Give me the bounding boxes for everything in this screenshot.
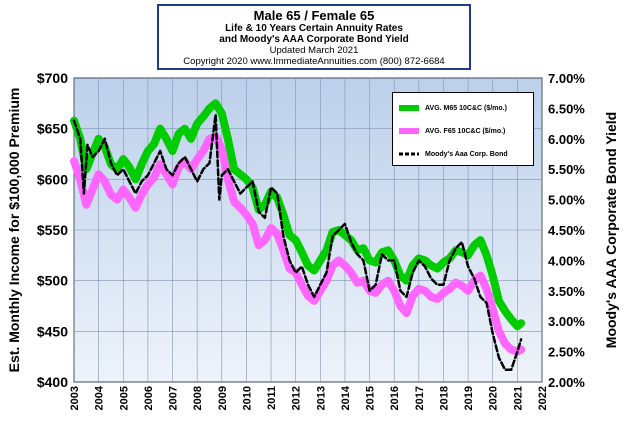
legend-label-moodys: Moody's Aaa Corp. Bond xyxy=(425,150,508,158)
legend-item-moodys: Moody's Aaa Corp. Bond xyxy=(399,148,508,160)
x-tick-label: 2015 xyxy=(365,386,377,410)
x-tick-label: 2006 xyxy=(143,386,155,410)
y-tick-label: $450 xyxy=(37,323,68,339)
legend-item-f65: AVG. F65 10C&C ($/mo.) xyxy=(399,125,505,137)
y-tick-label: $700 xyxy=(37,70,68,86)
series-line-f65 xyxy=(70,132,526,356)
chart-title: Male 65 / Female 65 xyxy=(253,8,375,23)
legend-label-f65: AVG. F65 10C&C ($/mo.) xyxy=(425,127,506,135)
y-tick-label: $400 xyxy=(37,374,68,390)
legend-label-m65: AVG. M65 10C&C ($/mo.) xyxy=(425,104,507,112)
x-tick-label: 2021 xyxy=(512,386,524,410)
y-tick-label: $650 xyxy=(37,121,68,137)
y-axis-label: Est. Monthly Income for $100,000 Premium xyxy=(6,88,22,373)
x-tick-label: 2011 xyxy=(266,386,278,410)
y2-tick-label: 5.00% xyxy=(548,193,585,208)
chart-subtitle-1: Life & 10 Years Certain Annuity Rates xyxy=(225,23,403,34)
series-line-m65 xyxy=(70,99,526,331)
y2-tick-label: 4.00% xyxy=(548,253,585,268)
chart-title-box: Male 65 / Female 65 Life & 10 Years Cert… xyxy=(157,4,471,70)
y2-tick-label: 2.00% xyxy=(548,375,585,390)
x-tick-label: 2013 xyxy=(315,386,327,410)
y2-tick-label: 2.50% xyxy=(548,345,585,360)
y-tick-label: $500 xyxy=(37,273,68,289)
x-tick-label: 2009 xyxy=(217,386,229,410)
updated-date: Updated March 2021 xyxy=(269,45,359,56)
x-axis-ticks: 2003 2004 2005 2006 2007 2008 2009 2010 2011 2012… xyxy=(69,385,549,410)
y2-tick-label: 6.50% xyxy=(548,101,585,116)
x-tick-label: 2010 xyxy=(241,386,253,410)
y-tick-label: $600 xyxy=(37,171,68,187)
y2-axis-label: Moody's AAA Corporate Bond Yield xyxy=(603,112,619,348)
chart-legend: AVG. M65 10C&C ($/mo.) AVG. F65 10C&C ($… xyxy=(392,92,534,166)
right-axis-ticks: 2.00% 2.50% 3.00% 3.50% 4.00% 4.50% 5.00% 5.50%… xyxy=(548,71,585,390)
x-tick-label: 2017 xyxy=(414,386,426,410)
legend-swatch-f65 xyxy=(399,128,419,134)
y2-tick-label: 7.00% xyxy=(548,71,585,86)
x-tick-label: 2022 xyxy=(537,386,549,410)
y2-tick-label: 4.50% xyxy=(548,223,585,238)
legend-item-m65: AVG. M65 10C&C ($/mo.) xyxy=(399,102,507,114)
x-tick-label: 2005 xyxy=(118,386,130,410)
x-tick-label: 2020 xyxy=(488,386,500,410)
y2-tick-label: 6.00% xyxy=(548,132,585,147)
x-tick-label: 2008 xyxy=(192,386,204,410)
y2-tick-label: 5.50% xyxy=(548,162,585,177)
x-tick-label: 2007 xyxy=(168,386,180,410)
y2-tick-label: 3.00% xyxy=(548,314,585,329)
x-tick-label: 2014 xyxy=(340,385,352,410)
chart-subtitle-2: and Moody's AAA Corporate Bond Yield xyxy=(219,34,409,45)
y2-tick-label: 3.50% xyxy=(548,284,585,299)
legend-swatch-m65 xyxy=(399,105,419,111)
series-line-moodys xyxy=(72,113,523,372)
left-axis-ticks: $400 $450 $500 $550 $600 $650 $700 xyxy=(37,70,68,390)
copyright-line: Copyright 2020 www.ImmediateAnnuities.co… xyxy=(183,56,445,67)
x-tick-label: 2018 xyxy=(438,386,450,410)
x-tick-label: 2016 xyxy=(389,386,401,410)
x-tick-label: 2012 xyxy=(291,386,303,410)
legend-swatch-moodys xyxy=(399,152,419,156)
x-tick-label: 2019 xyxy=(463,386,475,410)
y-tick-label: $550 xyxy=(37,222,68,238)
x-tick-label: 2004 xyxy=(94,385,106,410)
series-lines xyxy=(70,99,526,372)
x-tick-label: 2003 xyxy=(69,386,81,410)
